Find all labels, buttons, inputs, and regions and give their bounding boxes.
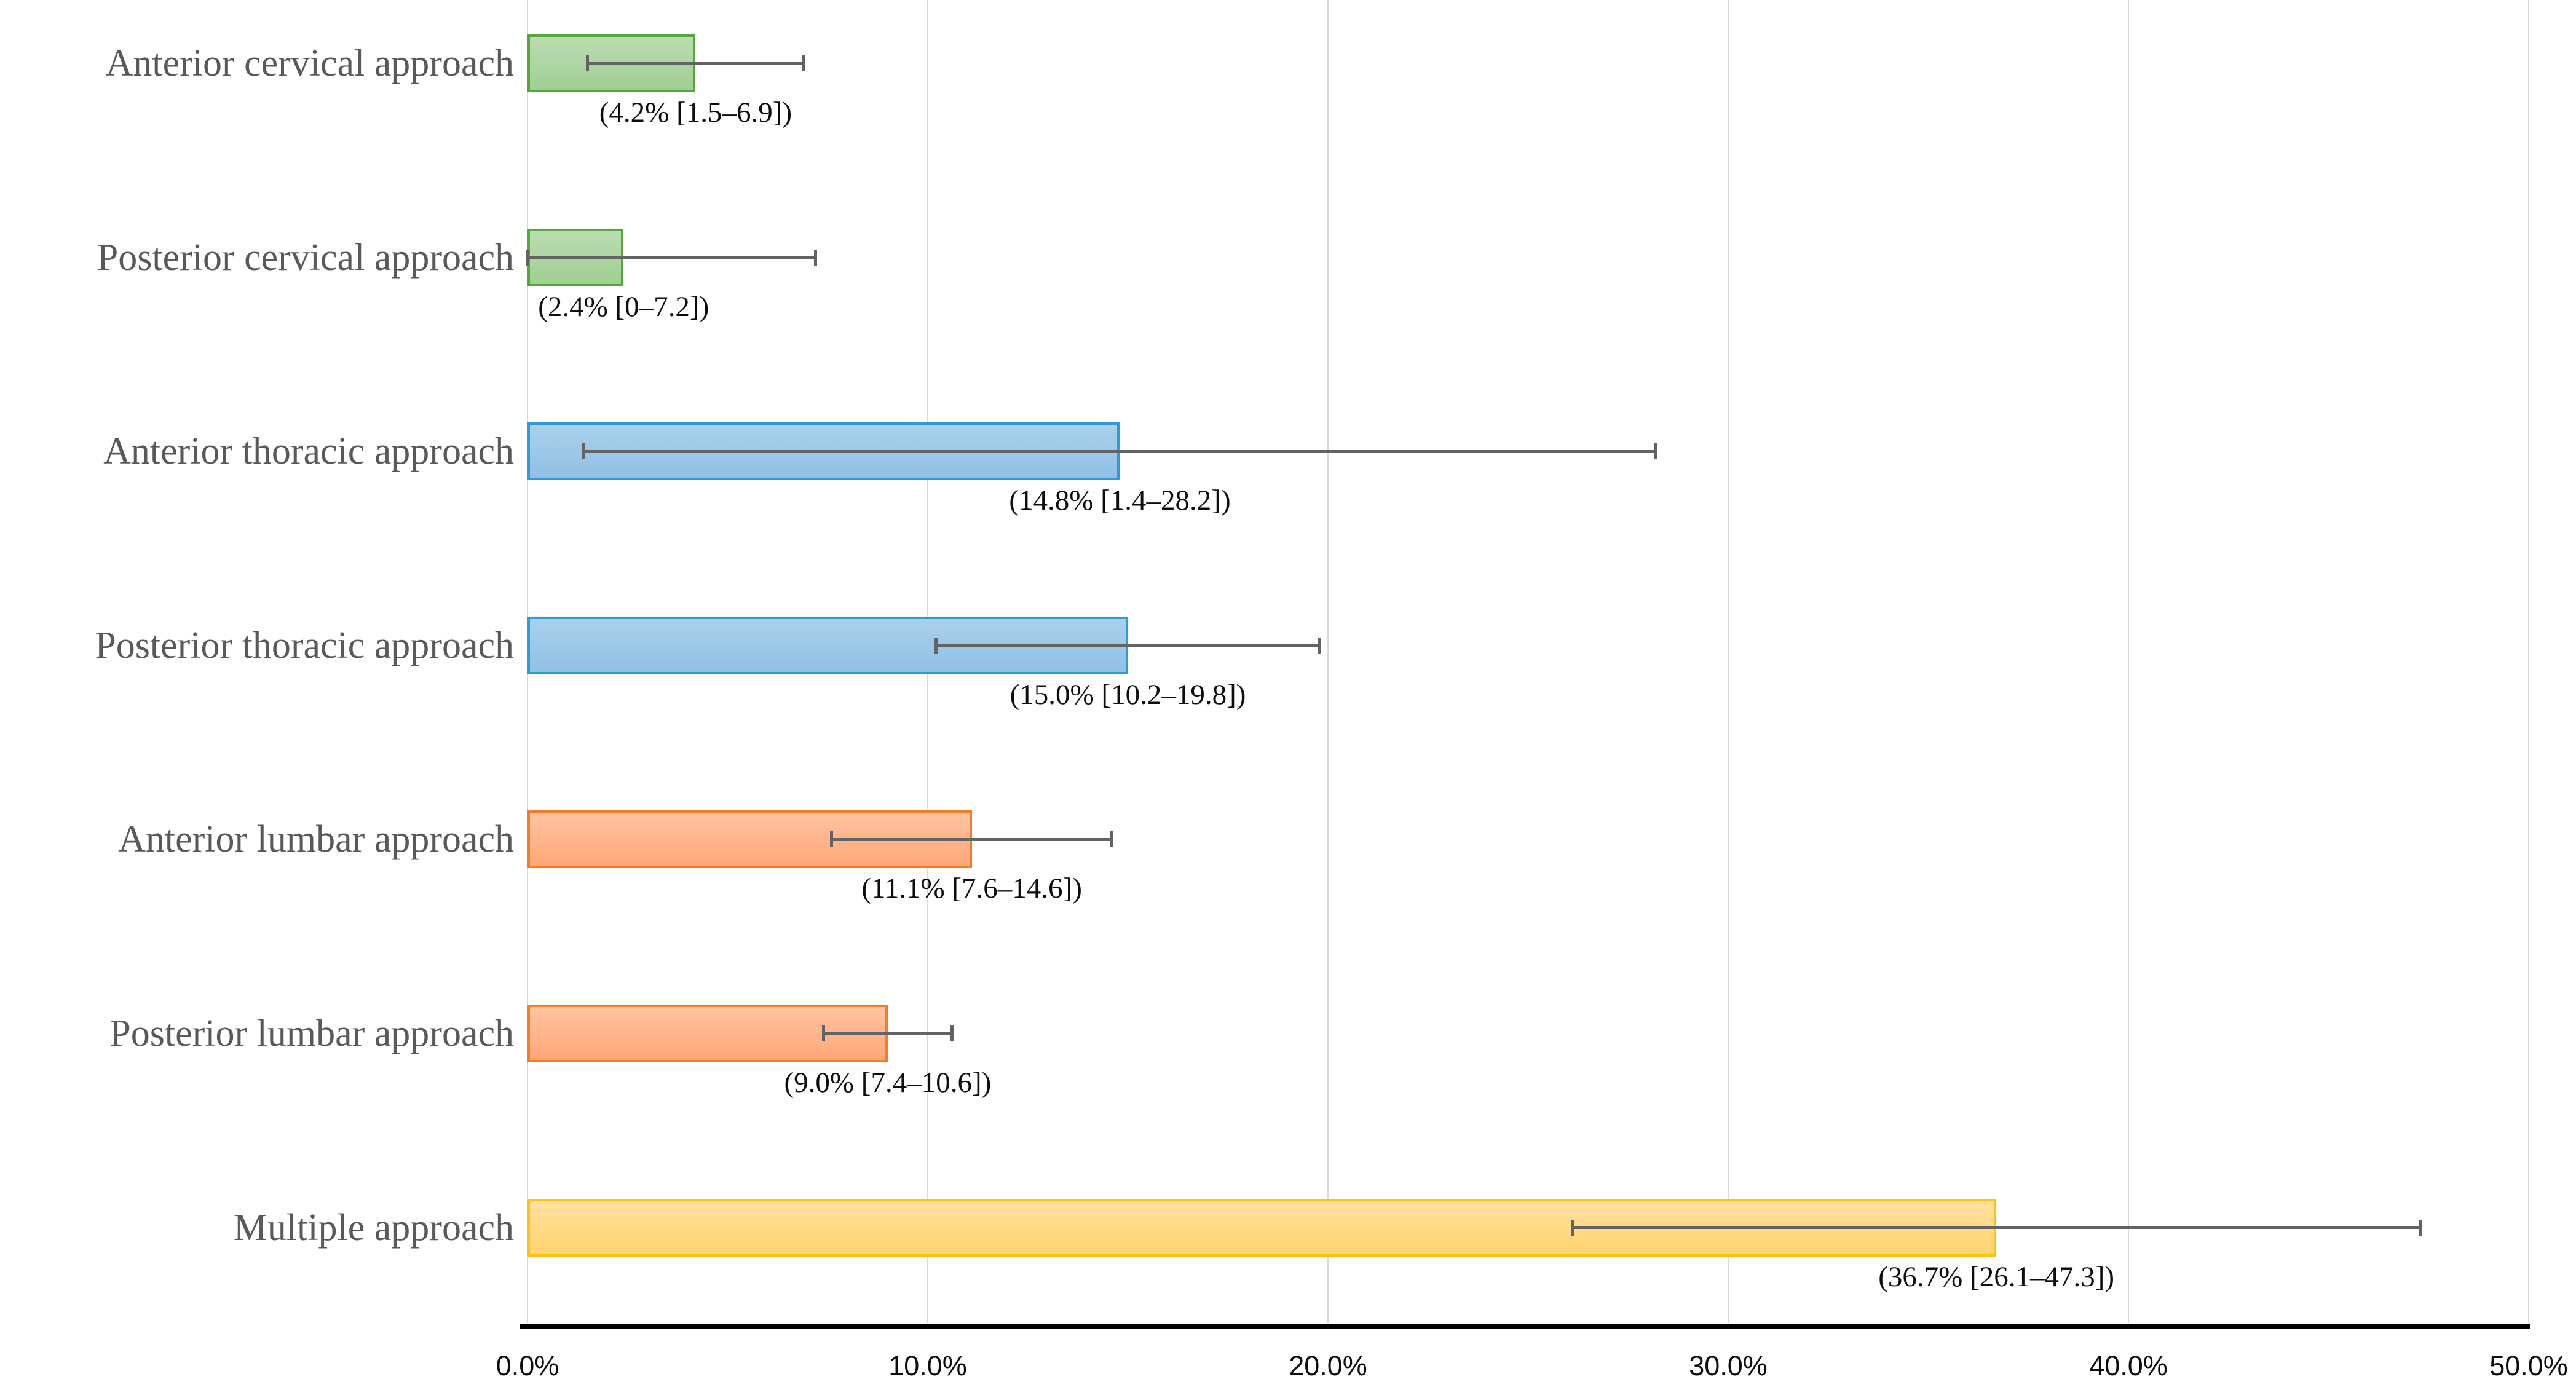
- x-tick-label: 10.0%: [888, 1350, 967, 1381]
- x-tick-label: 0.0%: [496, 1350, 559, 1381]
- error-bar-cap: [1110, 831, 1113, 848]
- error-bar-cap: [1318, 637, 1322, 654]
- error-bar-line: [936, 644, 1320, 647]
- error-bar-cap: [526, 249, 529, 266]
- data-label: (2.4% [0–7.2]): [538, 290, 709, 323]
- error-bar-line: [831, 837, 1112, 841]
- x-tick-label: 40.0%: [2089, 1350, 2168, 1381]
- gridline: [2128, 0, 2129, 1324]
- data-label: (36.7% [26.1–47.3]): [1878, 1260, 2115, 1293]
- error-bar-cap: [830, 831, 834, 848]
- error-bar-cap: [814, 249, 818, 266]
- gridline: [2528, 0, 2529, 1324]
- error-bar-cap: [1570, 1219, 1574, 1236]
- x-axis-line: [520, 1324, 2530, 1329]
- x-tick-label: 20.0%: [1289, 1350, 1367, 1381]
- data-label: (11.1% [7.6–14.6]): [861, 872, 1082, 905]
- x-tick-label: 50.0%: [2489, 1350, 2568, 1381]
- error-bar-line: [1572, 1226, 2421, 1230]
- error-bar-cap: [802, 55, 805, 71]
- error-bar-line: [527, 256, 816, 259]
- error-bar-cap: [1654, 443, 1658, 460]
- category-label: Posterior cervical approach: [97, 236, 514, 279]
- category-label: Posterior lumbar approach: [109, 1013, 514, 1054]
- error-bar-line: [583, 449, 1656, 453]
- x-tick-label: 30.0%: [1689, 1350, 1768, 1381]
- category-label: Anterior cervical approach: [105, 42, 514, 84]
- gridline: [1327, 0, 1329, 1324]
- category-label: Posterior thoracic approach: [95, 624, 514, 666]
- error-bar-cap: [950, 1025, 954, 1041]
- gridline: [1728, 0, 1729, 1324]
- error-bar-cap: [934, 637, 938, 654]
- error-bar-cap: [2419, 1219, 2422, 1236]
- error-bar-line: [823, 1032, 952, 1035]
- error-bar-line: [587, 61, 804, 65]
- data-label: (15.0% [10.2–19.8]): [1009, 678, 1246, 711]
- data-label: (9.0% [7.4–10.6]): [784, 1067, 992, 1099]
- error-bar-cap: [822, 1025, 826, 1041]
- category-label: Multiple approach: [233, 1206, 514, 1249]
- data-label: (14.8% [1.4–28.2]): [1009, 484, 1231, 517]
- error-bar-cap: [582, 443, 585, 460]
- error-bar-cap: [586, 55, 590, 71]
- category-label: Anterior thoracic approach: [103, 430, 514, 473]
- category-label: Anterior lumbar approach: [118, 818, 514, 861]
- data-label: (4.2% [1.5–6.9]): [599, 97, 792, 128]
